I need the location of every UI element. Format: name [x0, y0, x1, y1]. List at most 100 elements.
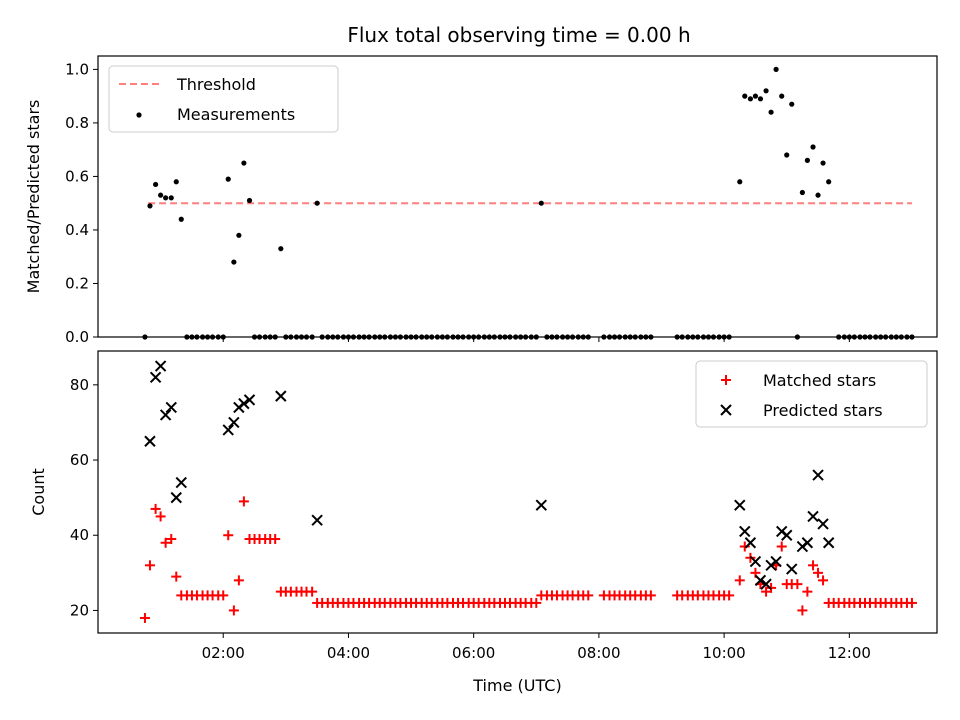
matched-star-point: [166, 534, 177, 544]
matched-star-point: [228, 605, 239, 616]
measurement-point: [810, 144, 816, 150]
measurement-point: [231, 259, 237, 265]
measurement-point: [246, 197, 253, 204]
measurement-point: [178, 216, 184, 222]
predicted-star-point: [222, 424, 234, 436]
legend-measurement-label: Measurements: [177, 105, 295, 124]
measurement-point: [784, 152, 790, 158]
measurement-point: [147, 203, 153, 209]
matched-star-point: [270, 534, 281, 544]
predicted-star-point: [770, 555, 782, 568]
measurement-point: [168, 195, 174, 201]
predicted-star-point: [165, 401, 177, 414]
predicted-star-point: [175, 476, 187, 489]
y-tick-label: 0.8: [65, 114, 89, 132]
y-axis-label: Matched/Predicted stars: [24, 100, 43, 294]
matched-star-point: [160, 537, 171, 548]
legend-box: [108, 65, 339, 133]
matched-star-point: [531, 597, 542, 608]
predicted-star-point: [781, 529, 793, 541]
predicted-star-point: [734, 499, 746, 511]
matched-star-point: [906, 597, 917, 608]
x-tick-label: 10:00: [703, 644, 746, 662]
predicted-star-point: [812, 469, 824, 481]
measurement-point: [158, 192, 164, 198]
predicted-star-point: [149, 371, 162, 384]
measurement-point: [278, 246, 284, 252]
matched-star-point: [171, 571, 182, 582]
axes-frame: [97, 55, 938, 338]
matched-star-point: [802, 586, 813, 597]
matched-star-point: [233, 575, 244, 586]
matched-star-point: [218, 590, 229, 601]
measurement-point: [225, 176, 231, 182]
matched-star-point: [223, 530, 234, 541]
matched-star-point: [818, 575, 829, 586]
measurement-point: [789, 101, 795, 107]
matched-star-point: [792, 579, 803, 590]
measurement-point: [742, 93, 748, 99]
measurement-point: [163, 195, 169, 201]
predicted-star-point: [275, 390, 287, 402]
measurement-point: [538, 200, 544, 206]
matched-star-point: [808, 560, 819, 571]
matched-star-point: [645, 590, 656, 601]
measurement-point: [757, 96, 764, 102]
predicted-star-point: [739, 525, 751, 538]
y-tick-label: 0.2: [65, 274, 89, 292]
measurement-point: [768, 109, 774, 115]
measurement-point: [314, 200, 320, 206]
measurement-point: [826, 179, 832, 185]
measurement-point: [799, 189, 805, 196]
legend-top: Threshold Measurements: [108, 65, 339, 133]
matched-star-point: [776, 541, 787, 552]
legend-matched-swatch: [721, 375, 731, 385]
measurement-point: [804, 157, 810, 163]
predicted-star-point: [144, 435, 156, 447]
top-panel: 0.0 0.2 0.4 0.6 0.8 1.0 Matched/Predicted star…: [24, 55, 938, 346]
x-tick-label: 02:00: [202, 644, 245, 662]
measurement-point: [173, 179, 179, 185]
y-tick-label: 1.0: [65, 60, 89, 78]
measurement-point: [241, 160, 247, 166]
predicted-star-point: [786, 563, 798, 575]
predicted-star-point: [228, 416, 240, 429]
y-tick-label: 60: [70, 451, 89, 469]
y-tick-label: 0.6: [65, 167, 89, 185]
y-tick-label: 0.0: [65, 328, 89, 346]
legend-threshold-label: Threshold: [176, 75, 256, 94]
predicted-star-point: [238, 397, 250, 410]
legend-measurement-swatch: [136, 112, 142, 118]
measurement-point: [779, 93, 785, 99]
chart-title: Flux total observing time = 0.00 h: [347, 23, 690, 47]
matched-star-point: [724, 590, 735, 601]
matched-star-point: [734, 575, 745, 586]
matched-star-point: [139, 612, 150, 623]
measurement-point: [153, 181, 159, 188]
predicted-star-point: [744, 537, 757, 549]
y-tick-label: 20: [70, 601, 89, 619]
measurement-point: [820, 160, 826, 166]
predicted-star-point: [801, 537, 814, 549]
x-tick-label: 04:00: [327, 644, 370, 662]
matched-star-point: [155, 511, 166, 522]
measurement-point: [752, 93, 759, 99]
predicted-star-point: [817, 518, 829, 530]
predicted-star-point: [159, 409, 172, 421]
measurement-point: [773, 66, 779, 72]
predicted-star-point: [807, 510, 819, 523]
measurement-point: [236, 232, 242, 238]
measurement-point: [763, 88, 769, 94]
matched-star-point: [238, 496, 249, 507]
matched-star-point: [813, 567, 824, 578]
x-tick-label: 06:00: [452, 644, 495, 662]
matched-star-point: [307, 586, 318, 597]
matched-star-point: [761, 586, 772, 597]
matched-star-point: [150, 503, 161, 514]
y-tick-label: 40: [70, 526, 89, 544]
x-tick-label: 12:00: [828, 644, 871, 662]
measurement-point: [815, 192, 821, 198]
legend-box: [695, 360, 928, 428]
matched-star-point: [583, 590, 594, 601]
